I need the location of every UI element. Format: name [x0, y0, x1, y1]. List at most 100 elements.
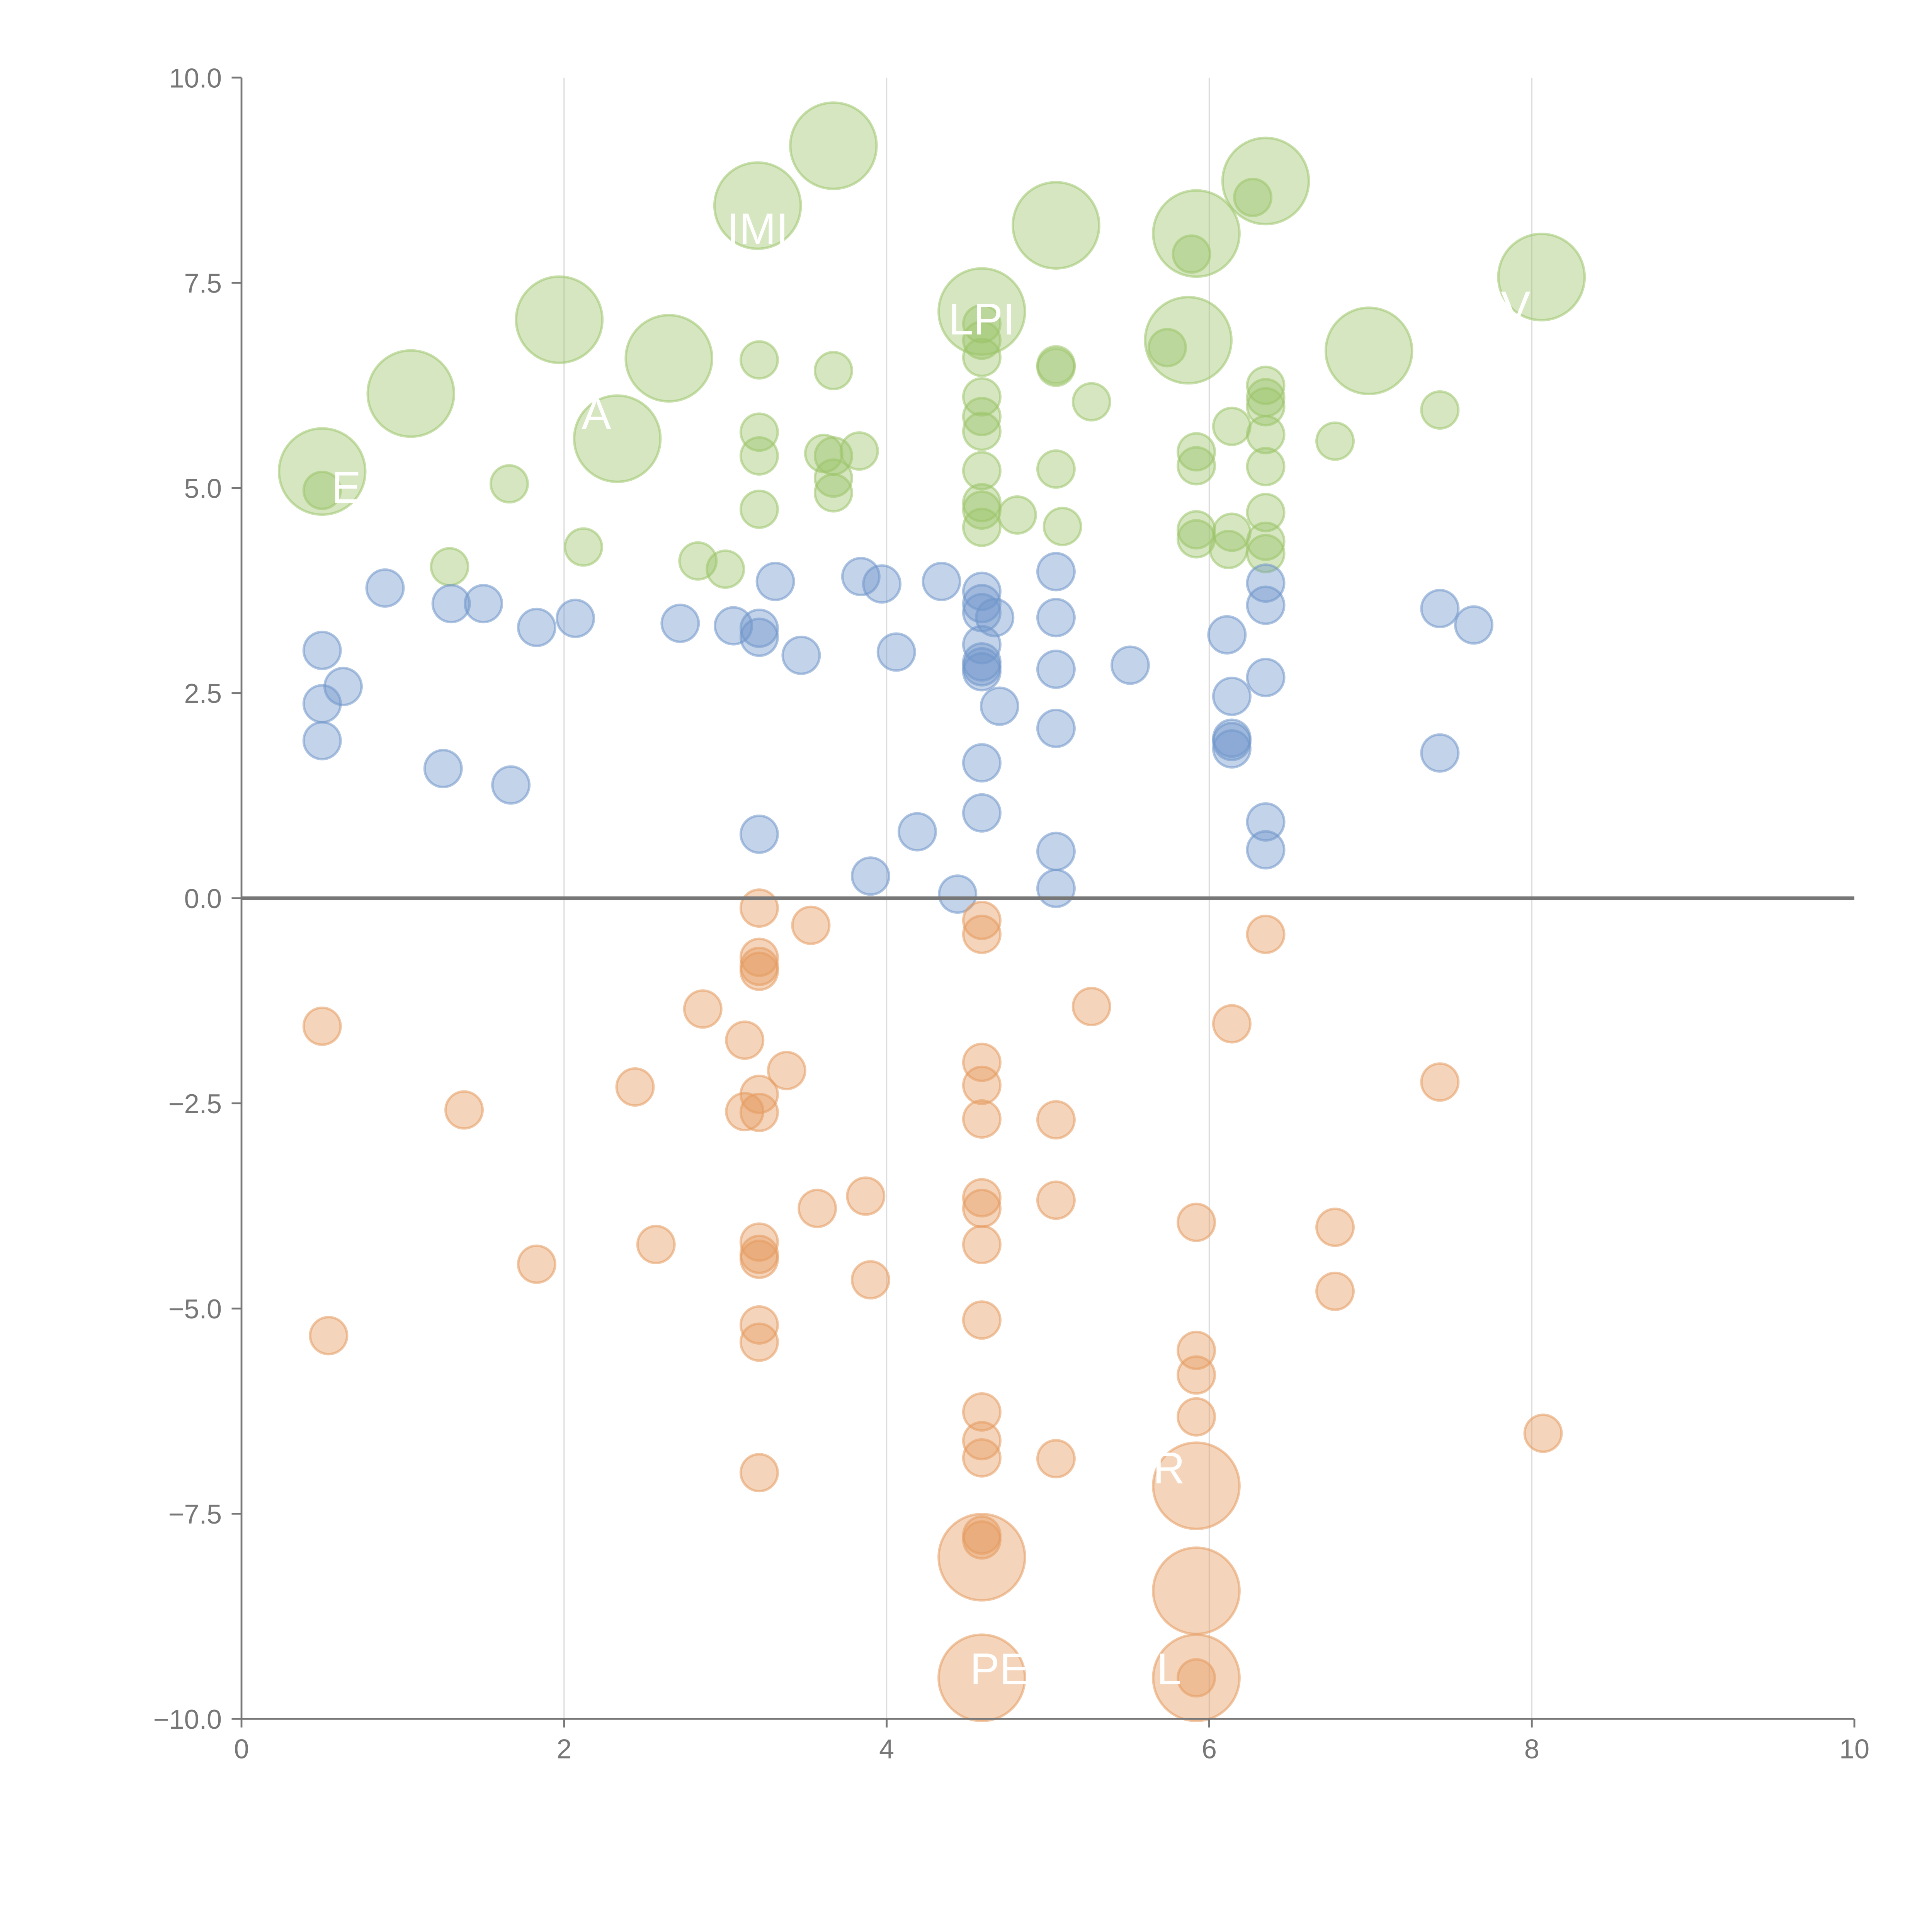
- series-green: [277, 101, 1586, 589]
- orange-point: [309, 1316, 349, 1355]
- blue-point: [962, 625, 1002, 665]
- green-point: [813, 473, 853, 513]
- blue-point: [1110, 645, 1150, 685]
- orange-point: [1246, 915, 1286, 954]
- blue-point: [980, 686, 1019, 726]
- orange-point: [962, 1178, 1002, 1218]
- green-point: [1246, 534, 1286, 573]
- orange-point: [962, 1099, 1002, 1139]
- point-label: E: [332, 463, 361, 512]
- orange-point: [937, 1633, 1026, 1722]
- orange-point: [850, 1260, 890, 1300]
- green-point: [739, 412, 779, 452]
- orange-point: [615, 1067, 655, 1107]
- blue-point: [1212, 677, 1252, 716]
- green-point: [789, 101, 878, 190]
- green-point: [962, 507, 1002, 547]
- green-point: [962, 320, 1002, 360]
- green-point: [739, 489, 779, 529]
- green-point: [839, 431, 879, 471]
- y-tick-label: 7.5: [184, 268, 222, 298]
- data-points: [277, 101, 1586, 1722]
- orange-point: [962, 1421, 1002, 1461]
- orange-point: [739, 937, 779, 977]
- blue-point: [1246, 830, 1286, 870]
- green-point: [1177, 432, 1216, 472]
- green-point: [1315, 421, 1355, 461]
- orange-point: [444, 1090, 484, 1130]
- x-tick-label: 0: [234, 1733, 249, 1764]
- point-label: IMI: [727, 204, 788, 254]
- green-point: [489, 464, 529, 504]
- orange-point: [1071, 986, 1111, 1026]
- green-point: [624, 314, 713, 403]
- orange-point: [962, 1189, 1002, 1228]
- blue-point: [850, 856, 890, 896]
- x-tick-label: 4: [879, 1733, 894, 1764]
- green-point: [1246, 387, 1286, 427]
- point-label: V: [1501, 282, 1531, 332]
- green-point: [937, 267, 1026, 356]
- green-point: [430, 547, 469, 587]
- green-point: [1071, 382, 1111, 422]
- green-point: [1144, 296, 1233, 385]
- orange-point: [739, 1240, 779, 1279]
- y-tick-label: 2.5: [184, 678, 222, 709]
- green-point: [962, 412, 1002, 451]
- blue-point: [1036, 869, 1076, 908]
- orange-point: [1036, 1180, 1076, 1220]
- blue-point: [962, 743, 1002, 783]
- orange-point: [1315, 1271, 1355, 1311]
- y-tick-label: −5.0: [168, 1294, 222, 1324]
- green-point: [962, 451, 1002, 491]
- orange-point: [1315, 1208, 1355, 1247]
- blue-point: [1420, 588, 1460, 628]
- blue-point: [1036, 598, 1076, 638]
- blue-point: [962, 652, 1002, 692]
- green-point: [739, 340, 779, 380]
- blue-point: [1420, 733, 1460, 773]
- green-point: [1172, 234, 1211, 274]
- orange-point: [767, 1051, 806, 1090]
- blue-point: [431, 584, 471, 624]
- green-point: [1246, 521, 1286, 561]
- orange-point: [1212, 1004, 1252, 1044]
- orange-point: [636, 1225, 676, 1264]
- point-label: LPI: [949, 295, 1015, 344]
- orange-point: [302, 1006, 342, 1046]
- orange-point: [1523, 1413, 1563, 1453]
- point-label: PE: [970, 1645, 1029, 1694]
- blue-point: [1212, 729, 1252, 769]
- blue-point: [755, 561, 795, 601]
- orange-point: [1177, 1397, 1216, 1437]
- blue-point: [739, 814, 779, 854]
- series-blue: [302, 552, 1494, 914]
- orange-point: [739, 1092, 779, 1132]
- annotations: E A IMI LPI V R PE L: [332, 204, 1531, 1694]
- orange-point: [962, 1300, 1002, 1340]
- series-orange: [302, 888, 1563, 1722]
- blue-point: [517, 607, 556, 647]
- green-point: [1324, 306, 1413, 395]
- orange-point: [739, 1453, 779, 1493]
- orange-point: [962, 1065, 1002, 1105]
- x-tick-label: 8: [1524, 1733, 1539, 1764]
- blue-point: [302, 721, 342, 760]
- blue-point: [781, 635, 821, 675]
- blue-point: [323, 667, 363, 706]
- blue-point: [365, 568, 405, 608]
- green-point: [962, 304, 1002, 344]
- orange-point: [1036, 1439, 1076, 1479]
- blue-point: [1246, 585, 1286, 625]
- blue-point: [897, 812, 937, 852]
- y-tick-label: −7.5: [168, 1499, 222, 1529]
- green-point: [1246, 493, 1286, 532]
- blue-point: [876, 632, 916, 672]
- orange-point: [1420, 1062, 1460, 1102]
- blue-point: [862, 564, 902, 604]
- orange-point: [846, 1176, 886, 1216]
- orange-point: [1152, 1633, 1241, 1722]
- green-point: [1233, 177, 1273, 217]
- green-point: [962, 338, 1002, 378]
